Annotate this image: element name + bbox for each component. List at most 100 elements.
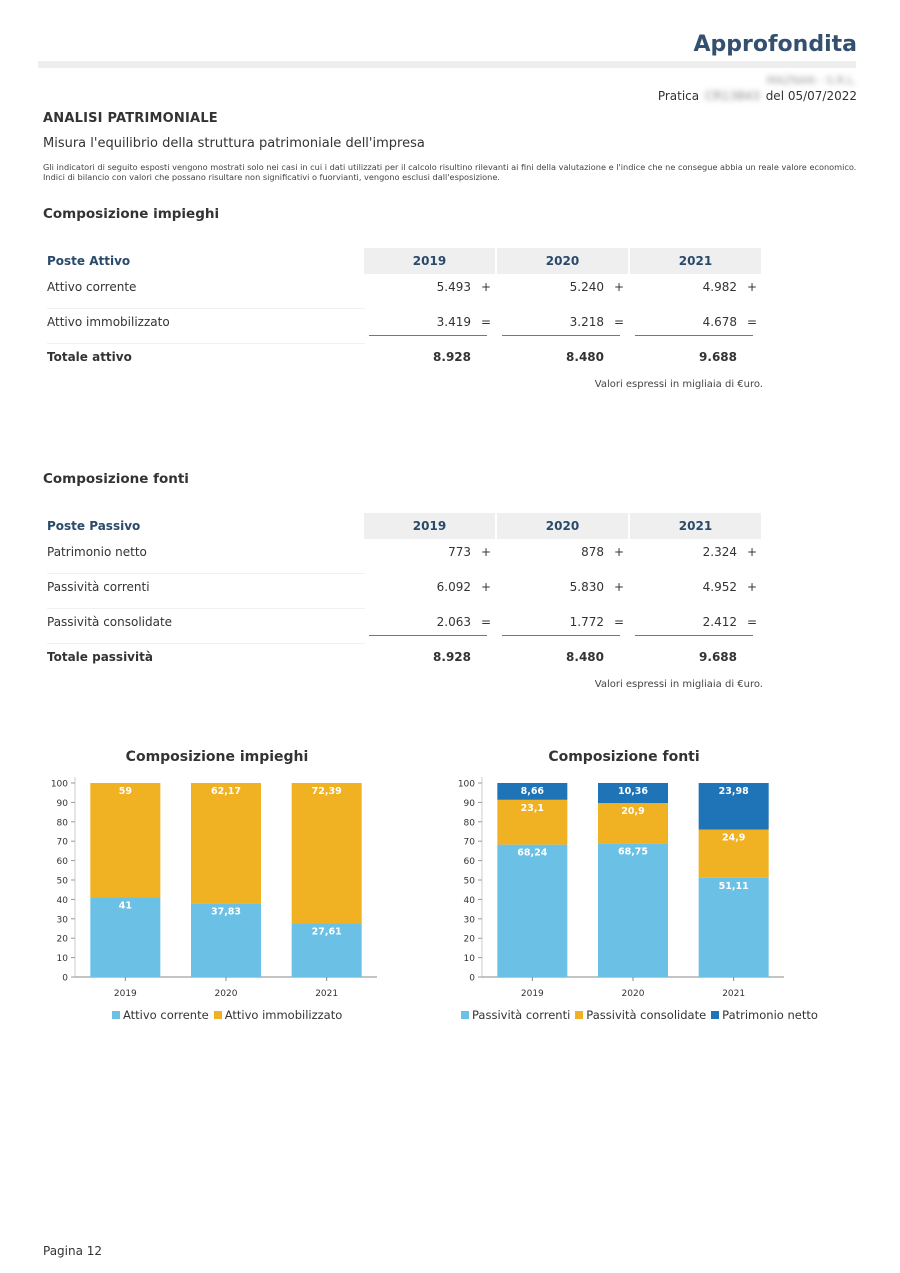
x-tick-label: 2019 <box>521 989 544 999</box>
total-label: Totale passività <box>47 650 153 664</box>
page-number: Pagina 12 <box>43 1244 103 1258</box>
data-label: 59 <box>119 786 132 797</box>
sum-underline <box>369 635 487 636</box>
cell-value: 773 <box>448 545 471 559</box>
report-title: Approfondita <box>693 32 858 57</box>
total-row: Totale passività 8.928 8.480 9.688 <box>43 644 763 679</box>
row-label: Passività consolidate <box>47 615 173 629</box>
y-tick-label: 30 <box>57 915 69 925</box>
bar-segment <box>698 783 769 830</box>
row-label: Patrimonio netto <box>47 545 147 559</box>
data-label: 20,9 <box>621 806 644 817</box>
fonti-table: Poste Passivo 2019 2020 2021 Patrimonio … <box>43 513 763 698</box>
y-tick-label: 70 <box>464 838 476 848</box>
operator: + <box>746 545 758 559</box>
operator: = <box>480 615 492 629</box>
year-header: 2021 <box>630 248 761 274</box>
sum-underline <box>635 635 753 636</box>
year-header: 2020 <box>497 248 628 274</box>
row-divider <box>47 308 365 309</box>
operator: + <box>480 280 492 294</box>
operator: + <box>746 580 758 594</box>
bar-segment <box>497 844 568 977</box>
chart-plot: 0 10 20 30 40 50 60 70 80 90 100 41 59 2019 37,83 62,17… <box>51 777 377 999</box>
year-header: 2021 <box>630 513 761 539</box>
unit-note: Valori espressi in migliaia di €uro. <box>594 379 763 390</box>
bar-segment <box>90 897 161 977</box>
y-tick-label: 10 <box>464 954 476 964</box>
section-subtitle: Misura l'equilibrio della struttura patr… <box>43 136 425 151</box>
y-tick-label: 0 <box>62 974 68 984</box>
y-tick-label: 20 <box>464 935 476 945</box>
sum-underline <box>502 635 620 636</box>
y-tick-label: 80 <box>464 818 476 828</box>
operator: + <box>613 280 625 294</box>
row-label: Attivo corrente <box>47 280 137 294</box>
cell-value: 1.772 <box>569 615 604 629</box>
row-divider <box>47 608 365 609</box>
table-header: Poste Passivo 2019 2020 2021 <box>43 513 763 539</box>
total-value: 8.928 <box>433 350 471 364</box>
cell-value: 2.324 <box>702 545 737 559</box>
fonti-heading: Composizione fonti <box>43 471 189 487</box>
data-label: 24,9 <box>722 833 745 844</box>
data-label: 41 <box>119 900 132 911</box>
column-label: Poste Attivo <box>47 254 131 268</box>
table-row: Attivo corrente 5.493 + 5.240 + 4.982 + <box>43 274 763 309</box>
data-label: 72,39 <box>312 786 342 797</box>
bar-segment <box>191 903 261 977</box>
chart-legend: Passività correnti Passività consolidate P… <box>461 1008 823 1022</box>
y-tick-label: 50 <box>464 877 476 887</box>
header-divider <box>38 61 856 68</box>
cell-value: 5.493 <box>436 280 471 294</box>
y-tick-label: 50 <box>57 877 69 887</box>
chart-plot: 0 10 20 30 40 50 60 70 80 90 100 68,24 23,1 8,66 2019 6… <box>458 777 784 999</box>
data-label: 62,17 <box>211 786 241 797</box>
cell-value: 4.678 <box>702 315 737 329</box>
y-tick-label: 60 <box>464 857 476 867</box>
pratica-date: del 05/07/2022 <box>765 89 857 103</box>
row-divider <box>47 343 365 344</box>
legend-swatch <box>213 1011 222 1019</box>
bar-segment <box>497 783 568 800</box>
y-tick-label: 90 <box>464 799 476 809</box>
bar-segment <box>497 799 568 845</box>
bar-segment <box>291 923 362 977</box>
legend-item: Patrimonio netto <box>711 1008 818 1022</box>
legend-item: Attivo corrente <box>112 1008 209 1022</box>
cell-value: 2.412 <box>702 615 737 629</box>
total-value: 9.688 <box>699 350 737 364</box>
total-value: 9.688 <box>699 650 737 664</box>
cell-value: 4.982 <box>702 280 737 294</box>
legend-label: Attivo immobilizzato <box>224 1008 343 1022</box>
data-label: 8,66 <box>521 786 545 797</box>
operator: + <box>480 545 492 559</box>
legend-label: Passività correnti <box>472 1008 571 1022</box>
data-label: 68,24 <box>517 848 547 859</box>
sum-underline <box>369 335 487 336</box>
year-header: 2019 <box>364 248 495 274</box>
y-tick-label: 20 <box>57 935 69 945</box>
column-label: Poste Passivo <box>47 519 141 533</box>
bar-segment <box>698 877 769 977</box>
operator: = <box>746 315 758 329</box>
operator: = <box>613 615 625 629</box>
y-tick-label: 10 <box>57 954 69 964</box>
table-row: Attivo immobilizzato 3.419 = 3.218 = 4.6… <box>43 309 763 344</box>
data-label: 37,83 <box>211 907 241 918</box>
table-row: Passività correnti 6.092 + 5.830 + 4.952… <box>43 574 763 609</box>
operator: + <box>613 545 625 559</box>
data-label: 23,98 <box>719 786 749 797</box>
y-tick-label: 70 <box>57 838 69 848</box>
legend-item: Passività correnti <box>461 1008 570 1022</box>
chart-title: Composizione fonti <box>548 749 700 765</box>
total-value: 8.480 <box>566 350 604 364</box>
company-name-redacted: MAZNAN - S.R.L. <box>766 74 857 87</box>
row-label: Passività correnti <box>47 580 150 594</box>
x-tick-label: 2019 <box>114 989 137 999</box>
data-label: 51,11 <box>719 881 749 892</box>
cell-value: 2.063 <box>436 615 471 629</box>
row-label: Attivo immobilizzato <box>47 315 170 329</box>
y-tick-label: 90 <box>57 799 69 809</box>
row-divider <box>47 643 365 644</box>
